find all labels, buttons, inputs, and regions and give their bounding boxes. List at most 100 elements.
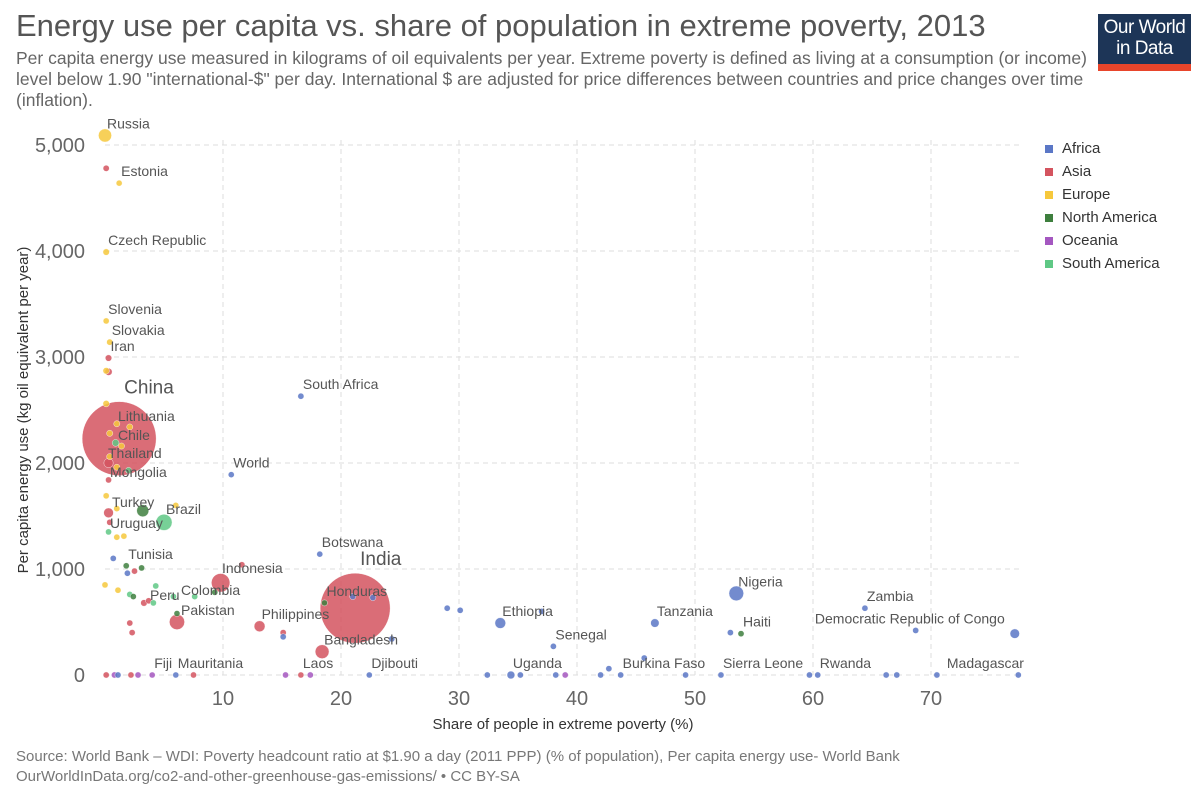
data-point-asia xyxy=(126,619,134,627)
data-point-africa xyxy=(369,594,377,601)
data-point-europe xyxy=(172,502,180,509)
data-label: Lithuania xyxy=(118,408,175,424)
data-point-africa xyxy=(814,671,821,679)
legend: Africa Asia Europe North America Oceania Sout… xyxy=(1045,137,1160,275)
data-label: Thailand xyxy=(108,445,162,461)
data-point-africa xyxy=(279,633,287,641)
y-tick-label: 3,000 xyxy=(35,347,85,369)
legend-label: South America xyxy=(1062,255,1160,272)
data-point-oceania xyxy=(307,671,314,679)
data-point-africa xyxy=(617,671,624,679)
data-point-europe xyxy=(101,581,109,589)
data-point-asia xyxy=(105,476,112,484)
data-label: Philippines xyxy=(262,606,330,622)
legend-item-europe[interactable]: Europe xyxy=(1045,183,1160,206)
data-label: Iran xyxy=(111,338,135,354)
source-url[interactable]: OurWorldInData.org/co2-and-other-greenho… xyxy=(16,768,520,785)
data-label: Uganda xyxy=(513,655,562,671)
legend-swatch xyxy=(1045,259,1053,268)
data-point-asia xyxy=(319,573,391,644)
data-point-south-america xyxy=(150,599,157,607)
data-label: Democratic Republic of Congo xyxy=(815,611,1005,627)
data-label: Burkina Faso xyxy=(623,655,706,671)
data-point-asia xyxy=(106,519,113,526)
data-label: Russia xyxy=(107,115,150,131)
data-point-asia xyxy=(211,573,231,593)
data-point-europe xyxy=(113,420,121,428)
legend-label: Africa xyxy=(1062,140,1101,157)
data-point-africa xyxy=(893,671,901,679)
data-point-africa xyxy=(605,665,613,672)
y-axis-label: Per capita energy use (kg oil equivalent… xyxy=(15,247,32,574)
data-point-asia xyxy=(102,671,110,679)
legend-item-oceania[interactable]: Oceania xyxy=(1045,229,1160,252)
data-point-africa xyxy=(882,671,890,679)
y-tick-label: 1,000 xyxy=(35,559,85,581)
data-label: Zambia xyxy=(867,588,914,604)
legend-item-africa[interactable]: Africa xyxy=(1045,137,1160,160)
data-point-africa xyxy=(861,604,869,612)
data-point-north-america xyxy=(321,599,328,607)
data-point-europe xyxy=(102,400,110,408)
data-point-europe xyxy=(106,453,113,460)
data-label: Bangladesh xyxy=(324,632,398,648)
data-label: Slovenia xyxy=(108,301,162,317)
data-point-asia xyxy=(102,164,110,172)
data-point-africa xyxy=(388,635,396,643)
data-point-south-america xyxy=(155,514,173,531)
x-axis-label: Share of people in extreme poverty (%) xyxy=(433,716,694,733)
data-point-europe xyxy=(115,179,123,187)
data-label: Slovakia xyxy=(112,322,165,338)
data-point-north-america xyxy=(130,593,137,600)
data-point-south-america xyxy=(111,439,120,447)
data-point-africa xyxy=(228,471,235,478)
data-point-europe xyxy=(98,128,112,143)
data-point-south-america xyxy=(170,593,177,600)
y-tick-label: 0 xyxy=(74,665,85,687)
data-point-europe xyxy=(102,248,110,256)
data-label: Tanzania xyxy=(657,603,713,619)
x-tick-label: 10 xyxy=(212,688,234,710)
data-point-africa xyxy=(494,617,506,629)
data-point-south-america xyxy=(152,582,160,590)
owid-logo[interactable]: Our World in Data xyxy=(1098,14,1191,71)
data-point-asia xyxy=(253,620,266,632)
legend-item-north-america[interactable]: North America xyxy=(1045,206,1160,229)
data-point-africa xyxy=(349,593,357,600)
data-point-europe xyxy=(126,423,134,431)
data-point-europe xyxy=(114,586,122,594)
data-point-south-america xyxy=(105,528,112,536)
data-label: Indonesia xyxy=(222,560,283,576)
data-label: Djibouti xyxy=(371,655,418,671)
data-point-asia xyxy=(238,561,246,569)
x-tick-label: 40 xyxy=(566,688,588,710)
data-point-oceania xyxy=(134,671,142,679)
data-label: Colombia xyxy=(181,582,240,598)
data-label: Haiti xyxy=(743,614,771,630)
legend-label: Asia xyxy=(1062,163,1092,180)
data-label: Tunisia xyxy=(128,546,173,562)
data-label: Mongolia xyxy=(110,464,167,480)
data-point-europe xyxy=(113,533,121,541)
data-point-africa xyxy=(109,555,117,562)
data-label: Ethiopia xyxy=(502,603,553,619)
data-label: Turkey xyxy=(112,494,154,510)
x-tick-label: 70 xyxy=(920,688,942,710)
data-label: Senegal xyxy=(555,626,606,642)
data-label: World xyxy=(233,455,269,471)
data-point-asia xyxy=(314,644,330,659)
data-point-north-america xyxy=(737,630,745,637)
data-point-oceania xyxy=(282,671,289,679)
legend-item-asia[interactable]: Asia xyxy=(1045,160,1160,183)
data-point-africa xyxy=(1009,628,1020,639)
legend-swatch xyxy=(1045,236,1053,245)
legend-item-south-america[interactable]: South America xyxy=(1045,252,1160,275)
data-point-north-america xyxy=(138,564,145,572)
data-point-europe xyxy=(113,463,121,471)
data-point-asia xyxy=(103,507,114,518)
data-point-north-america xyxy=(136,504,150,517)
legend-swatch xyxy=(1045,144,1053,153)
y-tick-label: 5,000 xyxy=(35,135,85,157)
data-point-asia xyxy=(128,629,136,636)
